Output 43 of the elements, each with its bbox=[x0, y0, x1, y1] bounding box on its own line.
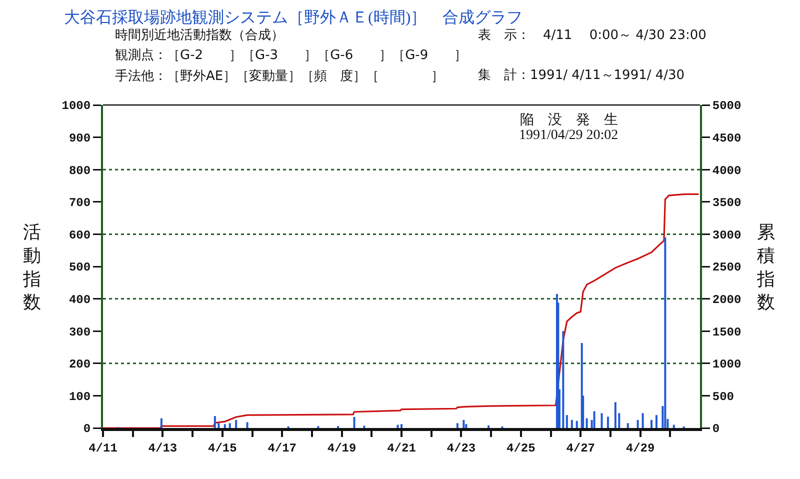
y2-tick-label: 4500 bbox=[712, 132, 742, 146]
text: 観測点：［G-2 ］［G-3 ］［G-6 ］［G-9 ］ bbox=[115, 48, 468, 63]
x-tick-label: 4/17 bbox=[268, 441, 297, 456]
text: 集 計：1991/ 4/11～1991/ 4/30 bbox=[478, 68, 685, 83]
y2-tick-label: 1500 bbox=[712, 325, 742, 340]
chart-title: 大谷石採取場跡地観測システム［野外ＡＥ(時間)］ 合成グラフ bbox=[64, 8, 523, 26]
text: 時間別近地活動指数（合成） bbox=[115, 28, 284, 43]
annotation: 陥 没 発 生 bbox=[520, 112, 618, 128]
y2-tick-label: 500 bbox=[712, 390, 734, 404]
y-tick-label: 0 bbox=[83, 422, 91, 436]
y2-tick-label: 0 bbox=[712, 422, 720, 436]
x-tick-label: 4/13 bbox=[148, 441, 178, 456]
line-series bbox=[103, 193, 700, 428]
y2-tick-label: 2500 bbox=[712, 260, 742, 275]
y-tick-label: 700 bbox=[68, 196, 91, 210]
y2-tick-label: 5000 bbox=[712, 99, 742, 114]
y2-tick-label: 2000 bbox=[712, 293, 742, 307]
x-tick-label: 4/21 bbox=[387, 441, 416, 456]
text: 表 示： 4/11 0:00～ 4/30 23:00 bbox=[478, 28, 706, 43]
x-tick-label: 4/19 bbox=[327, 441, 356, 456]
x-tick-label: 4/27 bbox=[566, 441, 596, 456]
y2-tick-label: 3000 bbox=[712, 228, 742, 242]
y2-tick-label: 1000 bbox=[712, 358, 742, 372]
annotation: 1991/04/29 20:02 bbox=[519, 128, 618, 143]
y2-axis-title: 累積指数 bbox=[756, 222, 775, 312]
y-tick-label: 400 bbox=[68, 293, 91, 307]
y2-tick-label: 3500 bbox=[712, 196, 742, 210]
y2-tick-label: 4000 bbox=[712, 164, 742, 178]
y-tick-label: 500 bbox=[68, 260, 91, 275]
y-tick-label: 800 bbox=[68, 164, 91, 178]
y-tick-label: 200 bbox=[68, 358, 91, 372]
x-tick-label: 4/11 bbox=[88, 441, 118, 456]
text: 手法他：［野外AE］［変動量］［頻 度］［ ］ bbox=[115, 68, 444, 84]
y-tick-label: 300 bbox=[68, 325, 91, 340]
y-tick-label: 1000 bbox=[62, 99, 91, 114]
x-tick-label: 4/23 bbox=[446, 441, 476, 456]
x-tick-label: 4/15 bbox=[208, 441, 237, 456]
y-tick-label: 100 bbox=[68, 390, 91, 404]
y-axis-title: 活動指数 bbox=[22, 222, 41, 312]
y-tick-label: 600 bbox=[68, 228, 91, 242]
x-tick-label: 4/29 bbox=[626, 441, 655, 456]
x-tick-label: 4/25 bbox=[506, 441, 536, 456]
y-tick-label: 900 bbox=[68, 132, 91, 146]
